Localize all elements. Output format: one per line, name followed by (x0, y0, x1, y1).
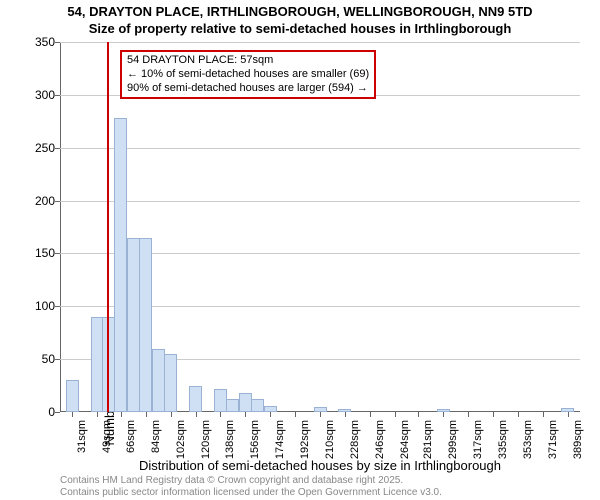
x-tick-mark (370, 412, 371, 417)
annotation-line: ← 10% of semi-detached houses are smalle… (127, 68, 369, 82)
x-tick-label: 264sqm (399, 420, 411, 459)
x-tick-label: 371sqm (547, 420, 559, 459)
y-tick-label: 0 (5, 405, 55, 419)
histogram-bar (152, 349, 165, 412)
histogram-bar (251, 399, 264, 412)
x-tick-label: 317sqm (472, 420, 484, 459)
x-tick-label: 66sqm (125, 420, 137, 453)
x-tick-label: 49sqm (101, 420, 113, 453)
x-tick-mark (443, 412, 444, 417)
histogram-chart: 54, DRAYTON PLACE, IRTHLINGBOROUGH, WELL… (0, 0, 600, 500)
histogram-bar (127, 238, 140, 412)
histogram-bar (139, 238, 152, 412)
annotation-box: 54 DRAYTON PLACE: 57sqm← 10% of semi-det… (120, 50, 376, 99)
x-tick-mark (320, 412, 321, 417)
x-tick-label: 299sqm (447, 420, 459, 459)
y-tick-mark (55, 359, 60, 360)
gridline (60, 42, 580, 43)
histogram-bar (164, 354, 177, 412)
y-tick-label: 250 (5, 141, 55, 155)
x-tick-label: 31sqm (76, 420, 88, 453)
x-tick-label: 353sqm (522, 420, 534, 459)
x-tick-label: 138sqm (224, 420, 236, 459)
x-tick-mark (418, 412, 419, 417)
y-tick-label: 100 (5, 299, 55, 313)
y-tick-mark (55, 412, 60, 413)
x-tick-mark (270, 412, 271, 417)
y-tick-mark (55, 306, 60, 307)
y-tick-mark (55, 95, 60, 96)
attribution-line2: Contains public sector information licen… (60, 487, 442, 499)
y-tick-label: 350 (5, 35, 55, 49)
attribution-text: Contains HM Land Registry data © Crown c… (60, 475, 442, 498)
annotation-line: 90% of semi-detached houses are larger (… (127, 82, 369, 96)
y-tick-label: 200 (5, 194, 55, 208)
x-tick-mark (568, 412, 569, 417)
chart-title-line1: 54, DRAYTON PLACE, IRTHLINGBOROUGH, WELL… (0, 4, 600, 19)
x-tick-label: 120sqm (200, 420, 212, 459)
histogram-bar (189, 386, 202, 412)
x-tick-mark (518, 412, 519, 417)
x-tick-mark (171, 412, 172, 417)
x-tick-label: 84sqm (150, 420, 162, 453)
gridline (60, 201, 580, 202)
y-tick-label: 300 (5, 88, 55, 102)
x-tick-mark (220, 412, 221, 417)
x-tick-mark (543, 412, 544, 417)
x-tick-mark (196, 412, 197, 417)
x-tick-mark (121, 412, 122, 417)
x-axis-label: Distribution of semi-detached houses by … (60, 458, 580, 473)
plot-area: 54 DRAYTON PLACE: 57sqm← 10% of semi-det… (60, 42, 580, 412)
x-tick-label: 156sqm (249, 420, 261, 459)
histogram-bar (239, 393, 252, 412)
y-tick-mark (55, 148, 60, 149)
attribution-line1: Contains HM Land Registry data © Crown c… (60, 475, 442, 487)
x-tick-mark (146, 412, 147, 417)
x-tick-label: 281sqm (422, 420, 434, 459)
x-tick-label: 102sqm (175, 420, 187, 459)
y-tick-mark (55, 42, 60, 43)
y-tick-label: 50 (5, 352, 55, 366)
y-tick-label: 150 (5, 246, 55, 260)
x-tick-mark (245, 412, 246, 417)
histogram-bar (214, 389, 227, 412)
y-tick-mark (55, 253, 60, 254)
reference-line (107, 42, 109, 412)
x-tick-label: 246sqm (374, 420, 386, 459)
x-tick-label: 228sqm (349, 420, 361, 459)
x-tick-label: 174sqm (274, 420, 286, 459)
x-tick-mark (468, 412, 469, 417)
x-tick-mark (395, 412, 396, 417)
x-tick-mark (493, 412, 494, 417)
x-tick-mark (345, 412, 346, 417)
x-tick-label: 335sqm (497, 420, 509, 459)
x-tick-label: 389sqm (572, 420, 584, 459)
histogram-bar (66, 380, 79, 412)
histogram-bar (226, 399, 239, 412)
chart-title-line2: Size of property relative to semi-detach… (0, 21, 600, 36)
histogram-bar (114, 118, 127, 412)
y-tick-mark (55, 201, 60, 202)
x-tick-mark (97, 412, 98, 417)
y-axis-line (60, 42, 61, 412)
x-tick-mark (72, 412, 73, 417)
x-tick-label: 210sqm (324, 420, 336, 459)
x-tick-label: 192sqm (299, 420, 311, 459)
annotation-line: 54 DRAYTON PLACE: 57sqm (127, 54, 369, 68)
x-tick-mark (295, 412, 296, 417)
gridline (60, 148, 580, 149)
